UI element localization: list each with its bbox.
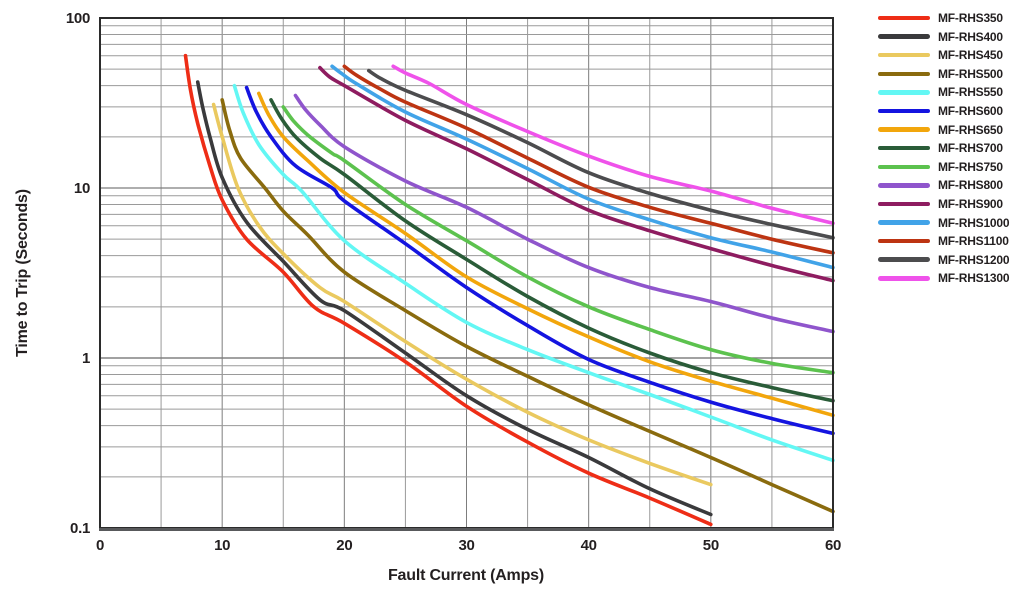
- series-path-MF-RHS600: [244, 85, 835, 436]
- series-path-MF-RHS400: [195, 80, 713, 517]
- series-path-MF-RHS750: [281, 105, 835, 375]
- legend-label: MF-RHS650: [938, 122, 1003, 137]
- legend-label: MF-RHS500: [938, 66, 1003, 81]
- legend-item: MF-RHS1100: [878, 235, 1009, 247]
- grid-layer: [100, 18, 833, 528]
- legend-swatch: [878, 183, 930, 188]
- series-path-MF-RHS800: [293, 93, 835, 334]
- series-path-MF-RHS1000: [330, 64, 835, 270]
- series-path-MF-RHS550: [232, 83, 835, 463]
- legend-label: MF-RHS400: [938, 29, 1003, 44]
- x-tick-label: 50: [703, 537, 719, 554]
- legend: MF-RHS350 MF-RHS400 MF-RHS450 MF-RHS500 MF-R…: [878, 12, 1010, 286]
- legend-item: MF-RHS350: [878, 12, 1009, 24]
- legend-swatch: [878, 145, 930, 151]
- series-path-MF-RHS1300: [391, 64, 835, 226]
- legend-swatch: [878, 52, 930, 58]
- y-tick-label: 10: [74, 180, 90, 197]
- legend-swatch: [878, 276, 930, 281]
- x-axis-title: Fault Current (Amps): [388, 567, 544, 584]
- legend-swatch: [878, 127, 930, 132]
- legend-swatch: [878, 257, 930, 262]
- x-tick-label: 20: [336, 537, 352, 554]
- legend-item: MF-RHS450: [878, 49, 1009, 61]
- series-layer: [183, 53, 835, 527]
- legend-label: MF-RHS1000: [938, 215, 1010, 230]
- y-axis-title: Time to Trip (Seconds): [14, 189, 31, 357]
- legend-swatch: [878, 201, 930, 207]
- legend-label: MF-RHS600: [938, 103, 1003, 118]
- legend-item: MF-RHS800: [878, 179, 1009, 191]
- legend-item: MF-RHS1300: [878, 271, 1010, 286]
- legend-label: MF-RHS900: [938, 196, 1003, 211]
- legend-label: MF-RHS450: [938, 48, 1003, 63]
- series-path-MF-RHS1200: [366, 68, 835, 240]
- y-tick-label: 1: [82, 350, 90, 367]
- legend-label: MF-RHS350: [938, 11, 1003, 25]
- series-path-MF-RHS350: [183, 53, 713, 527]
- y-tick-label: 0.1: [70, 520, 90, 537]
- legend-swatch: [878, 238, 930, 244]
- legend-swatch: [878, 108, 930, 114]
- legend-label: MF-RHS1200: [938, 252, 1010, 267]
- legend-label: MF-RHS550: [938, 85, 1003, 100]
- legend-swatch: [878, 15, 930, 21]
- legend-item: MF-RHS500: [878, 68, 1009, 80]
- plot-frame: [99, 17, 834, 531]
- legend-label: MF-RHS1100: [938, 234, 1009, 249]
- series-path-MF-RHS700: [269, 98, 835, 403]
- series-path-MF-RHS500: [220, 98, 835, 514]
- legend-item: MF-RHS650: [878, 124, 1009, 136]
- legend-item: MF-RHS550: [878, 86, 1009, 98]
- series-path-MF-RHS900: [318, 65, 835, 283]
- legend-swatch: [878, 90, 930, 95]
- legend-label: MF-RHS700: [938, 141, 1003, 156]
- y-tick-label: 100: [66, 10, 90, 27]
- legend-item: MF-RHS400: [878, 31, 1009, 43]
- x-tick-label: 10: [214, 537, 230, 554]
- legend-swatch: [878, 71, 930, 77]
- x-tick-label: 0: [96, 537, 104, 554]
- legend-item: MF-RHS900: [878, 198, 1009, 210]
- tick-labels: 0 10 20 30 40 50 60 100 10 1 0.1: [66, 10, 841, 554]
- legend-item: MF-RHS700: [878, 142, 1009, 154]
- legend-item: MF-RHS1000: [878, 215, 1010, 230]
- legend-swatch: [878, 34, 930, 39]
- series-path-MF-RHS1100: [342, 64, 835, 255]
- series-path-MF-RHS450: [211, 102, 713, 487]
- legend-item: MF-RHS750: [878, 161, 1009, 173]
- legend-item: MF-RHS600: [878, 105, 1009, 117]
- legend-swatch: [878, 164, 930, 169]
- legend-item: MF-RHS1200: [878, 252, 1010, 267]
- legend-label: MF-RHS800: [938, 178, 1003, 193]
- legend-label: MF-RHS1300: [938, 271, 1010, 286]
- series-path-MF-RHS650: [257, 91, 835, 418]
- x-tick-label: 30: [458, 537, 474, 554]
- legend-label: MF-RHS750: [938, 159, 1003, 174]
- x-tick-label: 40: [581, 537, 597, 554]
- legend-swatch: [878, 220, 930, 225]
- x-tick-label: 60: [825, 537, 841, 554]
